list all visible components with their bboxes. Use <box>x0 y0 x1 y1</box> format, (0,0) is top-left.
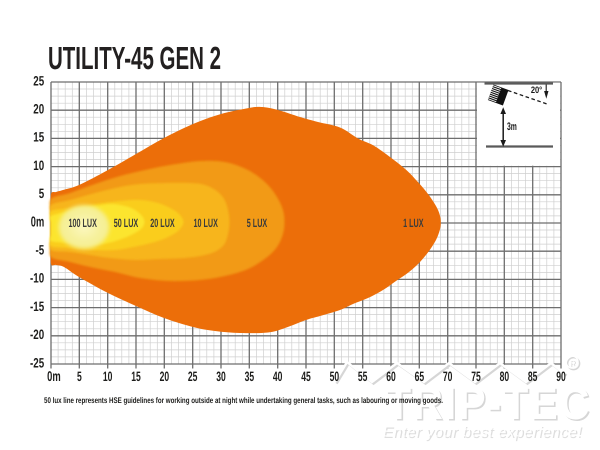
svg-text:R: R <box>569 358 575 368</box>
svg-text:55: 55 <box>358 369 368 384</box>
svg-text:10: 10 <box>103 369 113 384</box>
svg-text:Enter your best experience!: Enter your best experience! <box>384 425 584 442</box>
svg-text:0m: 0m <box>31 214 44 230</box>
svg-text:50 LUX: 50 LUX <box>114 216 138 230</box>
svg-text:10: 10 <box>33 158 44 173</box>
svg-text:15: 15 <box>131 369 141 384</box>
svg-text:45: 45 <box>301 369 311 384</box>
svg-text:3m: 3m <box>507 121 517 133</box>
svg-text:10 LUX: 10 LUX <box>193 216 217 230</box>
svg-text:60: 60 <box>386 369 396 384</box>
svg-text:-15: -15 <box>30 299 44 314</box>
svg-text:TRIP-TEC: TRIP-TEC <box>387 379 592 431</box>
svg-text:35: 35 <box>245 369 255 384</box>
svg-text:70: 70 <box>443 369 453 384</box>
svg-text:-25: -25 <box>30 355 44 370</box>
svg-text:TRIP-TEC: TRIP-TEC <box>386 377 591 429</box>
svg-text:1 LUX: 1 LUX <box>403 216 423 230</box>
svg-text:R: R <box>571 359 577 369</box>
svg-text:50 lux line represents HSE gui: 50 lux line represents HSE guidelines fo… <box>44 396 443 405</box>
svg-text:15: 15 <box>33 130 44 145</box>
svg-text:75: 75 <box>471 369 481 384</box>
svg-text:20°: 20° <box>531 84 543 95</box>
svg-text:25: 25 <box>188 369 198 384</box>
svg-text:80: 80 <box>500 369 510 384</box>
svg-text:-20: -20 <box>30 327 44 342</box>
svg-text:90: 90 <box>556 369 566 384</box>
svg-text:5: 5 <box>39 186 45 201</box>
svg-text:0m: 0m <box>47 369 61 385</box>
svg-text:20: 20 <box>160 369 170 384</box>
svg-text:-10: -10 <box>30 271 44 286</box>
svg-text:-5: -5 <box>35 243 44 258</box>
svg-text:50: 50 <box>330 369 340 384</box>
svg-text:40: 40 <box>273 369 283 384</box>
svg-text:5 LUX: 5 LUX <box>247 216 267 230</box>
svg-text:85: 85 <box>528 369 538 384</box>
svg-text:5: 5 <box>77 369 82 384</box>
svg-text:Enter your best experience!: Enter your best experience! <box>382 424 582 441</box>
svg-text:25: 25 <box>33 73 44 88</box>
svg-text:20: 20 <box>33 102 44 117</box>
svg-text:20 LUX: 20 LUX <box>150 216 174 230</box>
svg-text:100 LUX: 100 LUX <box>68 216 96 230</box>
svg-text:65: 65 <box>415 369 425 384</box>
svg-text:30: 30 <box>216 369 226 384</box>
svg-text:UTILITY-45 GEN 2: UTILITY-45 GEN 2 <box>48 40 221 76</box>
